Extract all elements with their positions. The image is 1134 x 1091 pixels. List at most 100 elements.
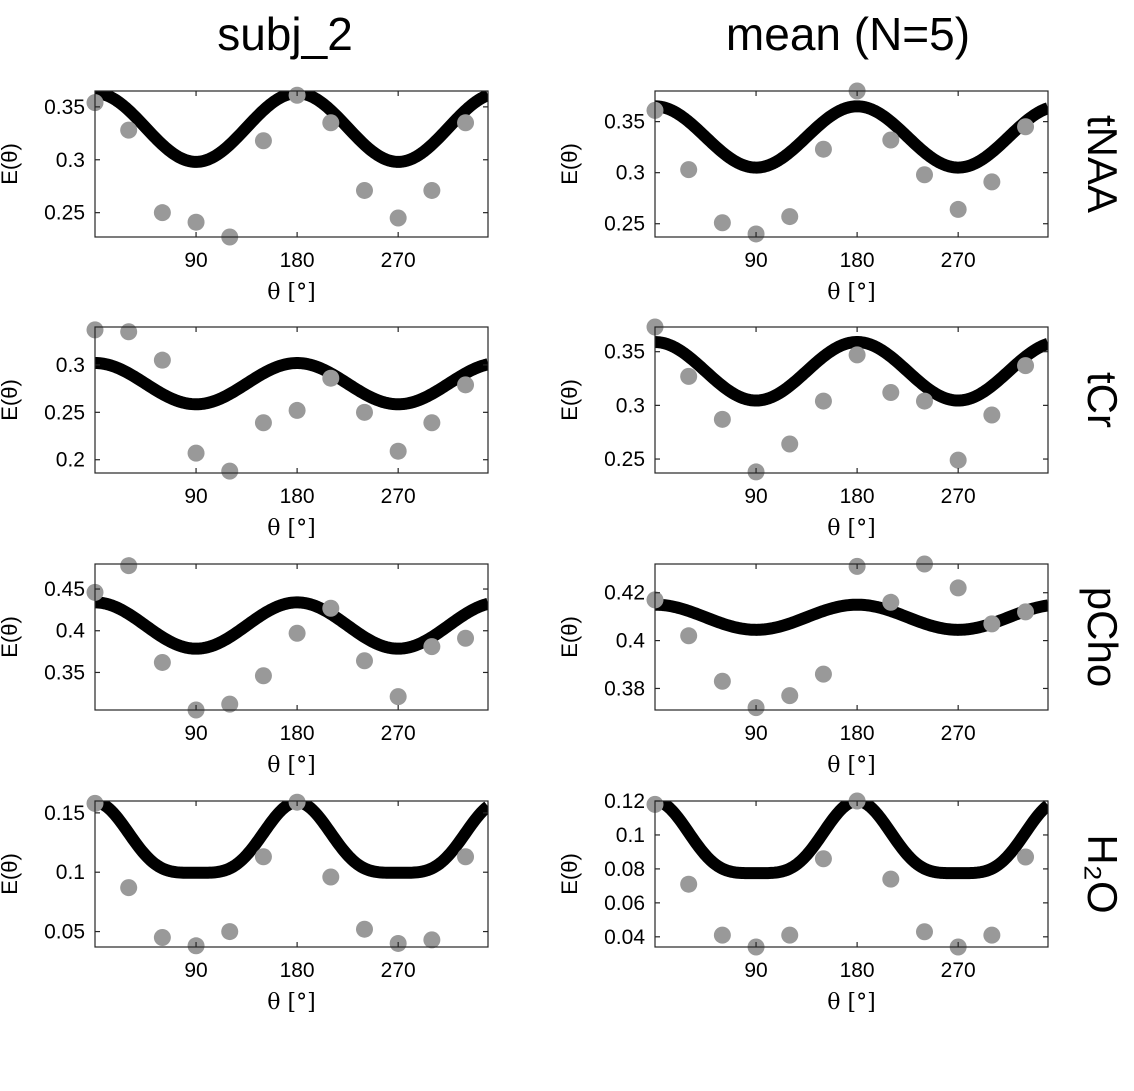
data-point (389, 209, 407, 227)
y-tick-label: 0.25 (44, 202, 85, 225)
panel-tcr-subj-2: 90 180 270 0.2 0.25 0.3 θ [°] E(θ) (0, 321, 489, 541)
x-tick-label: 270 (381, 959, 416, 982)
x-tick-label: 180 (280, 485, 315, 508)
data-point (288, 401, 306, 419)
x-tick-label: 180 (840, 485, 875, 508)
y-tick-label: 0.3 (56, 354, 85, 377)
data-point (983, 926, 1001, 944)
fit-curve (95, 596, 488, 655)
column-title-mean: mean (N=5) (726, 8, 970, 60)
data-point (713, 926, 731, 944)
data-point (814, 665, 832, 683)
x-axis-label: θ [°] (267, 990, 315, 1015)
x-tick-label: 90 (744, 249, 767, 272)
x-tick-label: 90 (744, 722, 767, 745)
y-tick-label: 0.3 (56, 149, 85, 172)
y-tick-label: 0.3 (616, 162, 645, 185)
data-point (254, 848, 272, 866)
data-point (848, 346, 866, 364)
data-point (221, 695, 239, 713)
data-point (915, 166, 933, 184)
data-point (1017, 848, 1035, 866)
data-point (423, 414, 441, 432)
data-point (322, 599, 340, 617)
y-tick-label: 0.38 (604, 677, 645, 700)
data-point (814, 392, 832, 410)
x-tick-label: 270 (381, 722, 416, 745)
row-label-pcho: pCho (1079, 587, 1126, 687)
fit-curve (95, 91, 488, 168)
fit-curve (95, 357, 488, 411)
data-point (814, 140, 832, 158)
x-tick-label: 90 (184, 722, 207, 745)
data-point (680, 627, 698, 645)
y-tick-label: 0.04 (604, 926, 645, 949)
data-point (423, 931, 441, 949)
row-label-tcr: tCr (1079, 372, 1126, 428)
x-axis-label: θ [°] (267, 280, 315, 305)
x-tick-label: 180 (280, 722, 315, 745)
panel-tnaa-subj-2: 90 180 270 0.25 0.3 0.35 θ [°] E(θ) (0, 86, 489, 305)
data-point (355, 652, 373, 670)
fit-curve (655, 598, 1048, 636)
y-axis-label: E(θ) (557, 379, 582, 421)
row-labels: tNAA tCr pCho H₂O (1079, 115, 1126, 914)
data-point (389, 442, 407, 460)
data-point (781, 208, 799, 226)
column-title-subject: subj_2 (217, 8, 353, 60)
x-axis-label: θ [°] (827, 990, 875, 1015)
data-point (781, 926, 799, 944)
y-axis-label: E(θ) (0, 853, 22, 895)
x-tick-label: 270 (941, 959, 976, 982)
data-point (680, 875, 698, 893)
data-point (254, 132, 272, 150)
data-point (423, 638, 441, 656)
data-point (254, 667, 272, 685)
y-tick-label: 0.42 (604, 582, 645, 605)
data-point (882, 870, 900, 888)
x-tick-label: 270 (381, 485, 416, 508)
x-tick-label: 270 (381, 249, 416, 272)
data-point (680, 161, 698, 179)
data-point (983, 406, 1001, 424)
x-tick-label: 180 (280, 249, 315, 272)
data-point (153, 653, 171, 671)
fit-curve (95, 801, 488, 879)
x-tick-label: 180 (280, 959, 315, 982)
data-point (457, 114, 475, 132)
y-tick-label: 0.05 (44, 921, 85, 944)
data-point (355, 403, 373, 421)
data-point (983, 173, 1001, 191)
panel-tnaa-mean-n-5: 90 180 270 0.25 0.3 0.35 θ [°] E(θ) (557, 82, 1049, 305)
data-point (915, 923, 933, 941)
data-point (882, 383, 900, 401)
axes-box (94, 800, 489, 948)
data-point (1017, 118, 1035, 136)
data-point (713, 672, 731, 690)
x-tick-label: 90 (184, 959, 207, 982)
data-point (187, 213, 205, 231)
data-point (713, 214, 731, 232)
row-label-h-o: H₂O (1079, 834, 1126, 913)
y-tick-label: 0.3 (616, 394, 645, 417)
data-point (983, 615, 1001, 633)
row-label-tnaa: tNAA (1079, 115, 1126, 213)
data-point (814, 850, 832, 868)
y-axis-label: E(θ) (557, 853, 582, 895)
data-point (153, 929, 171, 946)
data-point (457, 376, 475, 394)
y-tick-label: 0.1 (56, 861, 85, 884)
x-axis-label: θ [°] (827, 280, 875, 305)
x-tick-label: 180 (840, 722, 875, 745)
data-point (322, 114, 340, 132)
y-tick-label: 0.15 (44, 802, 85, 825)
data-point (153, 204, 171, 222)
x-tick-label: 90 (744, 959, 767, 982)
data-point (221, 462, 239, 480)
data-point (288, 624, 306, 642)
panel-pcho-mean-n-5: 90 180 270 0.38 0.4 0.42 θ [°] E(θ) (557, 555, 1049, 778)
x-tick-label: 90 (184, 485, 207, 508)
data-point (355, 920, 373, 938)
y-tick-label: 0.4 (616, 630, 646, 653)
data-point (781, 687, 799, 705)
